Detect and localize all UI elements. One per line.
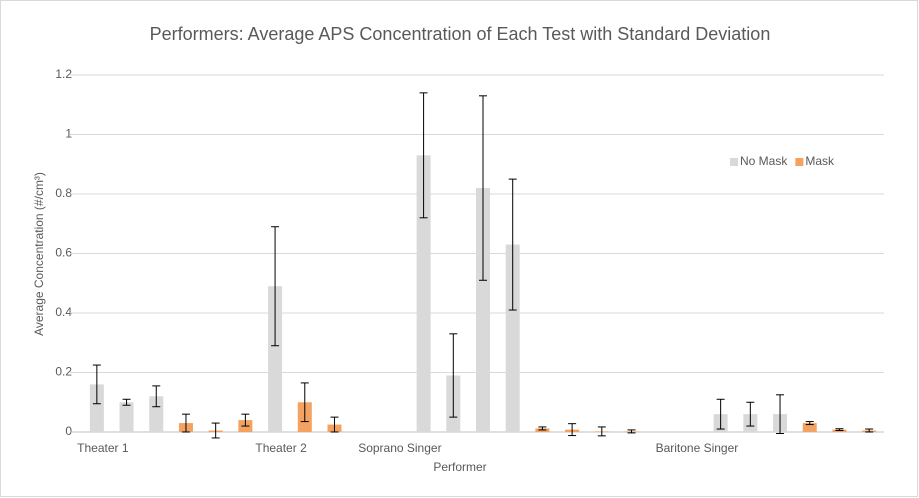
legend-label: Mask (805, 154, 835, 168)
x-tick-label: Baritone Singer (656, 441, 739, 455)
y-tick-label: 0.2 (55, 365, 72, 379)
bar (149, 396, 164, 432)
bar (802, 423, 817, 432)
y-tick-label: 1.2 (55, 67, 72, 81)
y-axis-label: Average Concentration (#/cm³) (32, 172, 46, 336)
y-tick-label: 0.8 (55, 186, 72, 200)
legend-label: No Mask (740, 154, 788, 168)
y-tick-label: 0.6 (55, 246, 72, 260)
bar (89, 384, 104, 432)
bar (416, 155, 431, 432)
x-tick-label: Theater 1 (77, 441, 129, 455)
bar (119, 402, 134, 432)
bar (268, 286, 283, 432)
bar (476, 188, 490, 432)
y-tick-label: 0 (65, 424, 72, 438)
chart-title: Performers: Average APS Concentration of… (150, 24, 771, 44)
x-tick-label: Theater 2 (255, 441, 307, 455)
bar (505, 244, 520, 432)
x-axis-label: Performer (433, 460, 486, 474)
y-tick-label: 1 (65, 127, 72, 141)
legend-swatch (795, 158, 804, 166)
y-tick-label: 0.4 (55, 305, 72, 319)
legend-swatch (730, 158, 738, 166)
x-tick-label: Soprano Singer (358, 441, 441, 455)
